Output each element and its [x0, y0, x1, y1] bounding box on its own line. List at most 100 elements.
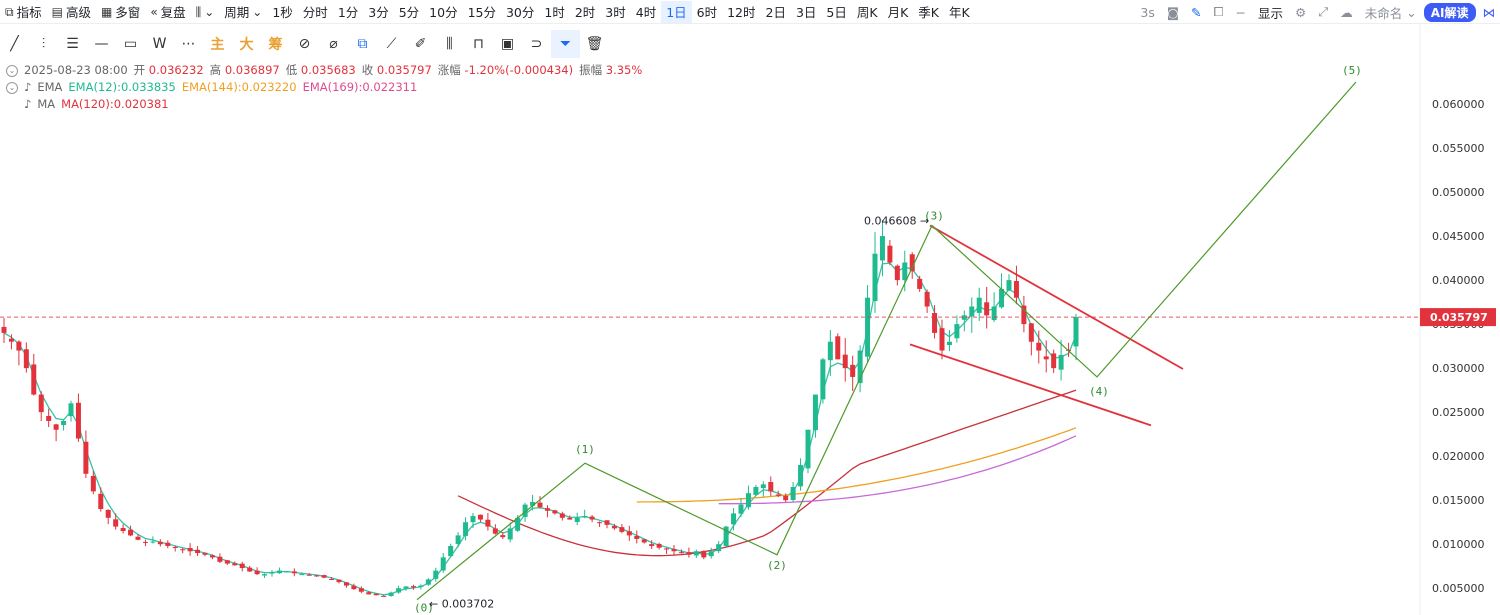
pencil-icon[interactable]: ✎ — [1191, 4, 1202, 20]
candle-body — [887, 245, 893, 263]
period-6[interactable]: 15分 — [467, 5, 496, 20]
indicators-button[interactable]: ⧉ 指标 — [0, 1, 47, 23]
replay-button[interactable]: «复盘 — [145, 1, 190, 23]
note-icon[interactable]: ▣ — [500, 36, 515, 52]
period-14[interactable]: 12时 — [727, 5, 756, 20]
candle-body — [455, 535, 461, 544]
chips-toggle[interactable]: 筹 — [268, 37, 283, 53]
share-icon[interactable]: ⋈ — [1482, 4, 1496, 20]
candle-body — [991, 306, 997, 321]
candle-body — [835, 336, 841, 360]
chart-type-button[interactable]: ⫼ ⌄ — [191, 1, 220, 23]
more-tools-icon[interactable]: ⋯ — [181, 36, 196, 52]
cloud-icon[interactable]: ☁ — [1340, 4, 1353, 20]
ema169-value: EMA(169):0.022311 — [302, 80, 418, 94]
candle-body — [500, 535, 506, 538]
candle-body — [1043, 356, 1049, 360]
candle-body — [857, 350, 863, 384]
period-3[interactable]: 3分 — [368, 5, 389, 20]
y-tick-label: 0.010000 — [1432, 538, 1485, 551]
collapse-icon[interactable]: ⌄ — [6, 81, 18, 94]
candle-body — [671, 548, 677, 552]
period-12[interactable]: 1日 — [661, 0, 692, 23]
fullscreen-icon[interactable]: ⤢ — [1318, 4, 1329, 19]
candle-body — [425, 579, 431, 585]
candle-body — [567, 517, 573, 520]
wave-label: (2) — [767, 559, 787, 572]
period-11[interactable]: 4时 — [635, 5, 657, 20]
multi-window-button[interactable]: ▦ 多窗 — [96, 1, 145, 23]
camera-icon[interactable]: ◙ — [1166, 4, 1180, 20]
settings-icon[interactable]: ⚙ — [1295, 4, 1307, 20]
period-19[interactable]: 月K — [887, 5, 909, 20]
minus-icon[interactable]: − — [1235, 4, 1247, 20]
copy-icon[interactable]: ⧉ — [357, 36, 368, 52]
candle-body — [1021, 305, 1027, 325]
refresh-interval[interactable]: 3s — [1140, 4, 1155, 20]
big-order-toggle[interactable]: 大 — [239, 37, 254, 53]
channel-lower-line — [909, 343, 1152, 427]
lock-icon[interactable]: ⊓ — [473, 36, 484, 52]
period-9[interactable]: 2时 — [574, 5, 596, 20]
period-7[interactable]: 30分 — [505, 5, 535, 20]
period-20[interactable]: 季K — [918, 5, 939, 20]
candle-body — [961, 315, 967, 320]
y-tick-label: 0.050000 — [1432, 186, 1485, 199]
ema-label: EMA — [37, 80, 63, 94]
display-button[interactable]: 显示 — [1258, 5, 1284, 21]
candle-body — [68, 403, 74, 417]
filter-icon[interactable]: ⏷ — [551, 30, 580, 58]
collapse-icon[interactable]: ⌄ — [6, 64, 18, 77]
candle-body — [306, 574, 312, 576]
period-1[interactable]: 分时 — [302, 5, 328, 20]
candle-body — [589, 516, 595, 520]
wave-label: (4) — [1089, 385, 1109, 398]
period-13[interactable]: 6时 — [696, 5, 718, 20]
rectangle-icon[interactable]: ▭ — [123, 36, 138, 52]
period-10[interactable]: 3时 — [605, 5, 626, 20]
candle-body — [619, 527, 625, 532]
candle-body — [917, 278, 923, 289]
bell-icon[interactable]: ♪ — [24, 97, 32, 111]
candle-body — [984, 302, 990, 316]
candle-body — [83, 441, 89, 474]
open-label: 开 — [133, 63, 146, 77]
wave-pattern-icon[interactable]: W — [152, 36, 167, 52]
trend-line-icon[interactable]: ╱ — [10, 36, 19, 52]
hide-icon[interactable]: ⊃ — [530, 36, 543, 52]
period-8[interactable]: 1时 — [544, 5, 565, 20]
erase-icon[interactable]: ⌀ — [329, 36, 338, 52]
period-5[interactable]: 10分 — [429, 5, 458, 20]
trash-icon[interactable]: 🗑 — [585, 36, 604, 52]
period-2[interactable]: 1分 — [337, 5, 359, 20]
period-dropdown[interactable]: 周期 ⌄ — [219, 1, 267, 23]
main-chart-toggle[interactable]: 主 — [210, 37, 225, 53]
period-17[interactable]: 5日 — [826, 5, 847, 20]
parallel-lines-icon[interactable]: ☰ — [66, 36, 79, 52]
ma120-value: MA(120):0.020381 — [61, 97, 169, 111]
horizontal-line-icon[interactable]: — — [94, 36, 109, 52]
period-0[interactable]: 1秒 — [272, 5, 293, 20]
change-label: 涨幅 — [437, 63, 461, 77]
candle-body — [753, 486, 759, 495]
compare-icon[interactable]: ⫼ — [446, 36, 453, 52]
magnet-icon[interactable]: ⊘ — [298, 36, 311, 52]
period-16[interactable]: 3日 — [795, 5, 817, 20]
replay-label: 复盘 — [160, 5, 186, 20]
period-15[interactable]: 2日 — [765, 5, 786, 20]
candle-body — [1036, 342, 1042, 351]
horizontal-ray-icon[interactable]: ⫶ — [41, 36, 46, 52]
brush-icon[interactable]: ✐ — [414, 36, 427, 52]
candle-body — [403, 586, 409, 589]
period-21[interactable]: 年K — [948, 5, 970, 20]
ruler-icon[interactable]: ⟋ — [386, 36, 397, 52]
advanced-button[interactable]: ▤ 高级 — [47, 1, 96, 23]
ai-analysis-button[interactable]: AI解读 — [1423, 2, 1476, 22]
popout-icon[interactable]: ⧠ — [1213, 4, 1224, 19]
period-4[interactable]: 5分 — [398, 5, 420, 20]
period-18[interactable]: 周K — [856, 5, 878, 20]
candle-body — [872, 253, 878, 302]
layout-name-dropdown[interactable]: 未命名 ⌄ — [1364, 4, 1417, 21]
bell-icon[interactable]: ♪ — [24, 80, 32, 94]
